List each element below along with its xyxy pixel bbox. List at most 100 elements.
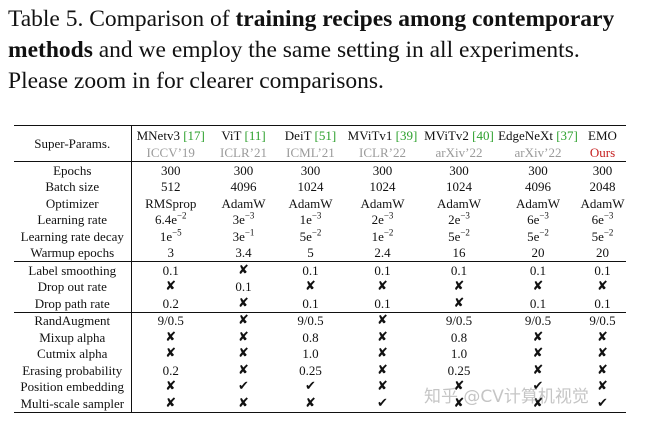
method-citation: [40] xyxy=(472,127,494,143)
table-row: Mixup alpha ✘ ✘ 0.8 ✘ 0.8 ✘ ✘ xyxy=(14,329,626,346)
table-cell: 300 xyxy=(497,161,579,179)
table-cell: ✘ xyxy=(377,329,388,345)
table-cell: AdamW xyxy=(221,195,266,211)
row-label: Learning rate decay xyxy=(14,228,132,245)
row-label: Position embedding xyxy=(14,378,132,395)
method-citation: [39] xyxy=(395,127,418,143)
table-row: Learning rate 6.4e−2 3e−3 1e−3 2e−3 2e−3 6e−3 6… xyxy=(14,210,626,228)
table-cell: 1024 xyxy=(446,179,472,195)
table-cell: ✘ xyxy=(377,346,388,362)
table-cell: 0.1 xyxy=(421,261,497,279)
table-cell: 0.1 xyxy=(344,261,421,279)
table-cell: 1e−2 xyxy=(371,227,394,244)
table-cell: ✘ xyxy=(165,279,177,295)
table-cell: 4096 xyxy=(230,179,257,195)
table-row: Optimizer RMSprop AdamW AdamW AdamW AdamW Adam… xyxy=(14,195,626,212)
table-row: Warmup epochs 3 3.4 5 2.4 16 20 20 xyxy=(14,244,626,262)
row-label: Cutmix alpha xyxy=(14,345,132,362)
table-cell: ✘ xyxy=(532,346,544,362)
table-cell: 1e−3 xyxy=(299,210,322,228)
table-cell: 0.1 xyxy=(374,295,391,311)
row-label: Mixup alpha xyxy=(14,329,132,346)
table-cell: 512 xyxy=(161,179,181,195)
method-venue: arXiv’22 xyxy=(435,145,483,160)
method-header: DeiT [51] xyxy=(277,125,344,144)
table-cell: ✘ xyxy=(238,362,249,378)
table-cell: 20 xyxy=(531,245,545,261)
table-caption: Table 5. Comparison of training recipes … xyxy=(8,4,642,97)
table-cell: ✘ xyxy=(277,395,344,413)
table-cell: 1e−5 xyxy=(159,227,182,244)
table-cell: ✘ xyxy=(597,346,608,362)
table-cell: ✘ xyxy=(532,279,544,295)
table-cell: 3 xyxy=(167,245,175,261)
method-name: MViTv2 xyxy=(424,127,469,143)
table-cell: 9/0.5 xyxy=(497,311,579,329)
table-cell: ✔ xyxy=(238,379,249,395)
table-cell: 3e−1 xyxy=(232,227,255,244)
table-cell: ✘ xyxy=(453,279,465,295)
method-name: DeiT xyxy=(284,127,312,143)
table-cell: ✔ xyxy=(532,379,544,395)
table-cell: 0.1 xyxy=(235,279,252,295)
table-cell: 3e−3 xyxy=(232,210,255,228)
method-header: EdgeNeXt [37] xyxy=(497,125,579,144)
table-cell: 300 xyxy=(579,161,626,179)
table-cell: 0.1 xyxy=(594,295,611,311)
table-row: Drop out rate ✘ 0.1 ✘ ✘ ✘ ✘ ✘ xyxy=(14,278,626,295)
caption-suffix: and we employ the same setting in all ex… xyxy=(8,37,580,94)
table-cell: ✘ xyxy=(497,395,579,413)
table-cell: ✘ xyxy=(532,362,544,378)
table-cell: ✘ xyxy=(210,395,277,413)
table-cell: ✘ xyxy=(597,329,608,345)
table-cell: AdamW xyxy=(436,195,482,211)
method-citation: [11] xyxy=(244,127,266,143)
table-cell: 1024 xyxy=(369,179,396,195)
table-cell: 1.0 xyxy=(450,346,468,362)
row-label: Learning rate xyxy=(14,211,132,228)
method-venue: arXiv’22 xyxy=(514,145,562,160)
venue-row: ICCV’19 ICLR’21 ICML’21 ICLR’22 arXiv’22 arXi… xyxy=(14,144,626,162)
table-row: Multi-scale sampler ✘ ✘ ✘ ✔ ✘ ✘ ✔ xyxy=(14,395,626,413)
table-row: Epochs 300 300 300 300 300 300 300 xyxy=(14,161,626,179)
table-cell: 1.0 xyxy=(302,346,319,362)
table-cell: 6e−3 xyxy=(591,210,614,228)
table-cell: 300 xyxy=(131,161,210,179)
table-cell: 5e−2 xyxy=(448,227,470,244)
table-cell: 9/0.5 xyxy=(131,311,210,329)
table-cell: 0.2 xyxy=(162,362,179,378)
table-cell: 0.25 xyxy=(299,362,322,378)
table-row: Erasing probability 0.2 ✘ 0.25 ✘ 0.25 ✘ ✘ xyxy=(14,362,626,379)
table-cell: 0.1 xyxy=(497,261,579,279)
method-header: MViTv1 [39] xyxy=(344,125,421,144)
caption-bold: training recipes among contemporary meth… xyxy=(8,6,615,63)
row-label: Multi-scale sampler xyxy=(14,395,132,413)
table-row: Learning rate decay 1e−5 3e−1 5e−2 1e−2 5e−2 5… xyxy=(14,228,626,245)
table-cell: 0.1 xyxy=(302,295,319,311)
table-cell: ✘ xyxy=(377,279,388,295)
method-name: EdgeNeXt xyxy=(498,127,553,143)
header-row: Super-Params. MNetv3 [17] ViT [11] DeiT [51… xyxy=(14,125,626,162)
table-cell: 5e−2 xyxy=(299,227,322,244)
table-cell: 4096 xyxy=(525,179,551,195)
table-cell: 0.1 xyxy=(277,261,344,279)
table-cell: 2e−3 xyxy=(448,210,470,228)
method-header: MViTv2 [40] xyxy=(421,125,497,144)
table-cell: 5e−2 xyxy=(591,227,614,244)
table-cell: ✔ xyxy=(344,395,421,413)
table-cell: ✘ xyxy=(597,279,608,295)
watermark: 知乎 @CV计算机视觉 xyxy=(424,387,589,407)
table-cell: 9/0.5 xyxy=(277,311,344,329)
table-cell: 1024 xyxy=(297,179,324,195)
table-cell: 0.1 xyxy=(579,261,626,279)
table-cell: ✘ xyxy=(210,261,277,279)
table-cell: 5e−2 xyxy=(527,227,549,244)
table-cell: ✔ xyxy=(305,379,316,395)
table-cell: RMSprop xyxy=(145,195,197,211)
table-cell: ✔ xyxy=(579,395,626,413)
table-cell: ✘ xyxy=(165,329,177,345)
row-label: Erasing probability xyxy=(14,362,132,379)
table-cell: 2048 xyxy=(589,179,616,195)
table-cell: ✘ xyxy=(597,362,608,378)
table-cell: AdamW xyxy=(288,195,333,211)
